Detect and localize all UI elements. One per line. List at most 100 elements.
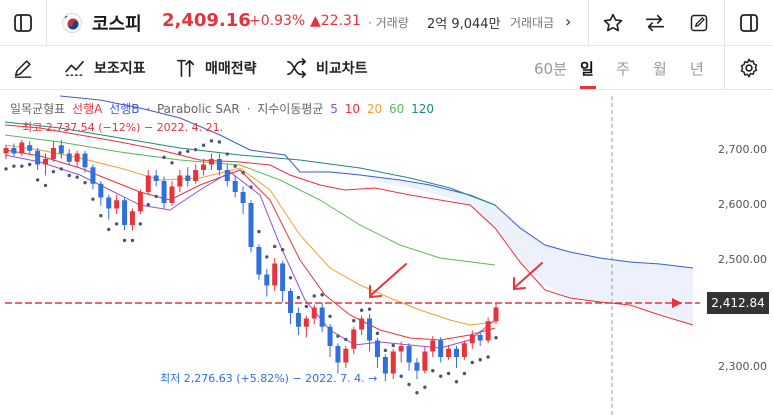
price-chart[interactable]: 2,700.00 2,600.00 2,500.00 2,300.00 최고 2… [0,90,773,417]
sar-dot [162,155,166,160]
sar-dot [75,175,79,179]
all-time-high-annotation: 최고 2,737.54 (−12%) − 2022. 4. 21. [22,121,223,134]
indicators-button[interactable]: 보조지표 [64,46,146,90]
sar-dot [454,380,459,384]
candle-body [453,348,459,357]
ema-120-line [4,121,496,206]
leading-span-a-line [4,124,694,326]
sar-dot [59,167,64,171]
pencil-icon [14,60,32,78]
edit-icon [690,14,708,32]
index-title[interactable]: 코스피 [92,14,142,35]
sar-dot [43,183,48,188]
timeframe-day[interactable]: 일 [580,60,594,78]
candle-body [382,357,388,374]
candle-body [390,351,396,374]
candle-body [58,145,64,154]
sar-dot [352,319,356,323]
drawing-tool-button[interactable] [12,46,42,90]
down-left-arrow-icon [513,262,543,289]
chart-toolbar: 보조지표 매매전략 비교차트 60분 일 주 월 년 [0,46,773,90]
candle-body [43,159,49,165]
sar-dot [494,336,498,340]
price-axis: 2,700.00 2,600.00 2,500.00 2,300.00 [718,143,767,373]
legend-leading-b: 선행B [109,102,140,116]
indicators-label: 보조지표 [94,61,146,77]
sar-dot [12,164,16,168]
candle-body [327,326,333,346]
chart-settings-button[interactable] [738,46,768,90]
legend-ichimoku[interactable]: 일목균형표 [10,102,66,116]
sar-dot [391,343,395,348]
trading-strategy-label: 매매전략 [205,61,257,77]
trading-strategy-button[interactable]: 매매전략 [175,46,257,90]
y-tick-2300: 2,300.00 [718,360,767,373]
candle-body [169,186,175,203]
candle-body [50,148,56,159]
star-icon [603,13,623,32]
y-tick-2700: 2,700.00 [718,143,767,156]
candle-body [161,181,167,203]
candle-body [153,175,159,181]
candle-body [114,200,120,209]
switch-button[interactable] [632,0,678,46]
sar-dot [209,139,214,143]
favorite-button[interactable] [590,0,636,46]
edit-button[interactable] [676,0,722,46]
candle-body [66,153,72,162]
candle-body [351,329,357,349]
sar-dot [336,334,340,338]
candle-body [469,335,475,344]
gear-icon [740,58,758,78]
legend-ema[interactable]: 지수이동평균 [257,102,324,116]
sar-dot [83,180,87,185]
candle-body [374,340,380,357]
ema-5-line [4,154,496,349]
change-absolute: ▲22.31 [310,13,361,29]
right-panel-toggle-button[interactable] [726,0,772,46]
volume-value: 2억 9,044만 [427,17,501,32]
indicator-legend[interactable]: 일목균형표 선행A 선행B · Parabolic SAR · 지수이동평균 5… [10,100,437,117]
candle-body [3,148,9,154]
sar-dot [438,374,443,378]
sar-dot [320,293,324,297]
candle-body [82,153,88,168]
sar-dot [170,161,174,165]
sar-dot [344,337,348,342]
candle-body [232,181,238,192]
ema-20-line [4,144,496,326]
compare-chart-button[interactable]: 비교차트 [286,46,368,90]
candle-body [27,145,33,151]
sar-dot [193,147,198,152]
candle-body [303,318,309,327]
candle-body [177,175,183,187]
timeframe-60min[interactable]: 60분 [534,60,567,78]
annotation-arrows [369,262,543,299]
timeframe-month[interactable]: 월 [653,60,667,78]
sar-dot [146,202,150,207]
sar-dot [486,355,490,359]
sidebar-toggle-button[interactable] [0,0,46,46]
candle-body [367,318,373,341]
candle-body [461,343,467,357]
chevron-right-icon[interactable]: › [565,12,572,31]
sar-dot [67,173,71,178]
sar-dot [265,255,269,259]
candle-body [446,348,452,357]
timeframe-week[interactable]: 주 [616,60,630,78]
active-timeframe-indicator [580,86,596,89]
candle-body [35,150,41,165]
trend-line-icon [65,60,84,76]
sar-dot [35,178,40,182]
sar-dot [273,244,277,249]
down-left-arrow-icon [369,263,407,297]
sar-dot [201,143,206,147]
legend-sep: · [146,102,151,116]
sar-dot [462,371,467,376]
timeframe-year[interactable]: 년 [690,60,704,78]
sar-dot [154,194,158,199]
legend-sar[interactable]: Parabolic SAR [156,102,240,116]
header-divider [724,0,725,46]
candle-body [248,203,254,247]
candle-body [193,170,199,181]
